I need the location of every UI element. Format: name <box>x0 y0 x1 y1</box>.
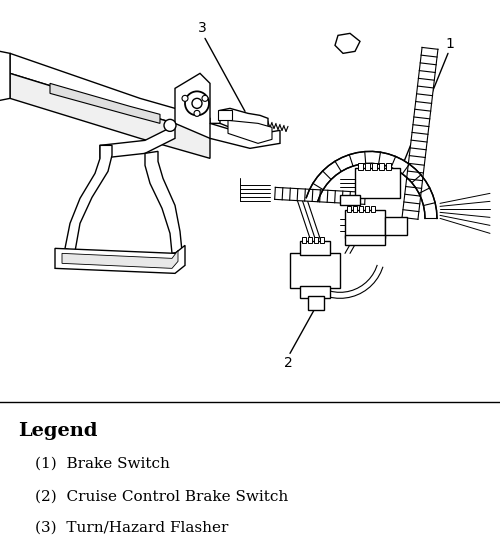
Polygon shape <box>55 245 185 273</box>
Bar <box>340 196 360 206</box>
Bar <box>314 237 318 244</box>
Bar <box>386 163 391 170</box>
Circle shape <box>192 99 202 109</box>
Bar <box>372 163 377 170</box>
Polygon shape <box>306 152 437 218</box>
Polygon shape <box>10 53 210 133</box>
Bar <box>308 237 312 244</box>
Text: (1)  Brake Switch: (1) Brake Switch <box>35 456 170 471</box>
Polygon shape <box>402 47 438 219</box>
Circle shape <box>194 110 200 116</box>
Text: 1: 1 <box>446 37 454 51</box>
Polygon shape <box>62 250 178 268</box>
Bar <box>345 235 385 245</box>
Polygon shape <box>175 73 235 138</box>
Polygon shape <box>10 73 210 158</box>
Bar <box>365 163 370 170</box>
Bar <box>355 169 400 198</box>
Bar <box>353 207 357 212</box>
Polygon shape <box>335 34 360 53</box>
Bar <box>290 253 340 288</box>
Text: 2: 2 <box>284 356 292 370</box>
Bar <box>300 241 330 255</box>
Bar <box>365 207 369 212</box>
Circle shape <box>182 95 188 101</box>
Bar <box>218 110 232 120</box>
Circle shape <box>185 91 209 115</box>
Circle shape <box>202 95 208 101</box>
Polygon shape <box>100 123 175 158</box>
Text: (3)  Turn/Hazard Flasher: (3) Turn/Hazard Flasher <box>35 521 228 535</box>
Bar <box>308 296 324 310</box>
Bar <box>385 217 407 235</box>
Polygon shape <box>228 120 272 143</box>
Text: Legend: Legend <box>18 422 98 440</box>
Bar <box>358 163 363 170</box>
Bar <box>347 207 351 212</box>
Polygon shape <box>210 123 280 148</box>
Bar <box>371 207 375 212</box>
Bar <box>379 163 384 170</box>
Bar <box>359 207 363 212</box>
Text: 3: 3 <box>198 21 206 35</box>
Bar <box>320 237 324 244</box>
Circle shape <box>164 120 176 131</box>
Polygon shape <box>50 83 160 123</box>
Polygon shape <box>145 152 182 253</box>
Polygon shape <box>65 145 112 251</box>
Bar <box>300 287 330 298</box>
Polygon shape <box>220 109 268 136</box>
Bar <box>345 210 385 239</box>
Bar <box>302 237 306 244</box>
Text: (2)  Cruise Control Brake Switch: (2) Cruise Control Brake Switch <box>35 489 288 503</box>
Polygon shape <box>0 48 10 104</box>
Polygon shape <box>274 187 366 204</box>
